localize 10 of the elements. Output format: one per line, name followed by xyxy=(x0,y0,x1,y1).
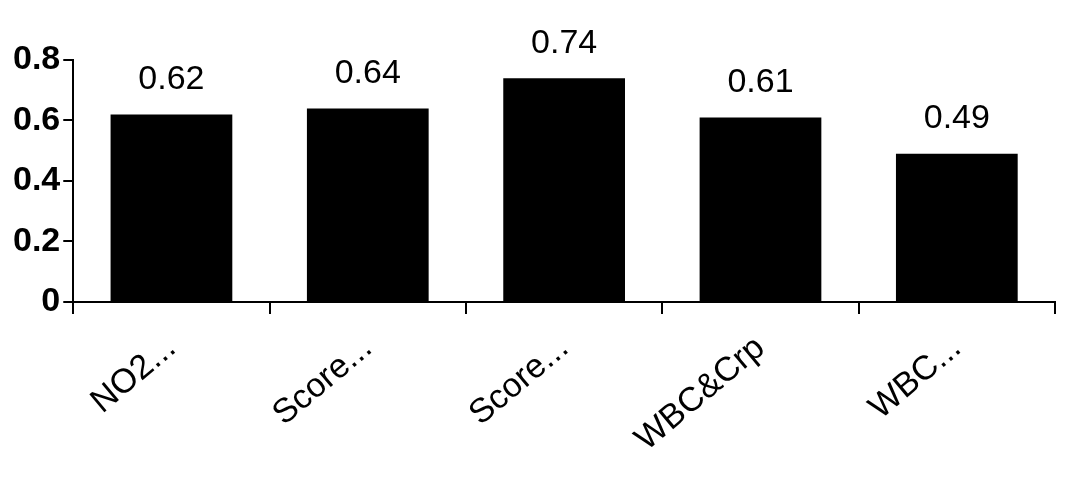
y-tick-label: 0.8 xyxy=(13,38,61,77)
y-tick-label: 0.4 xyxy=(13,159,61,198)
data-label: 0.74 xyxy=(531,21,598,60)
y-tick-label: 0 xyxy=(41,280,61,319)
data-label: 0.62 xyxy=(138,57,205,96)
data-label: 0.64 xyxy=(334,51,401,90)
data-label: 0.61 xyxy=(727,60,794,99)
data-label: 0.49 xyxy=(923,97,990,136)
y-tick-label: 0.6 xyxy=(13,98,61,137)
y-tick-label: 0.2 xyxy=(13,219,61,258)
